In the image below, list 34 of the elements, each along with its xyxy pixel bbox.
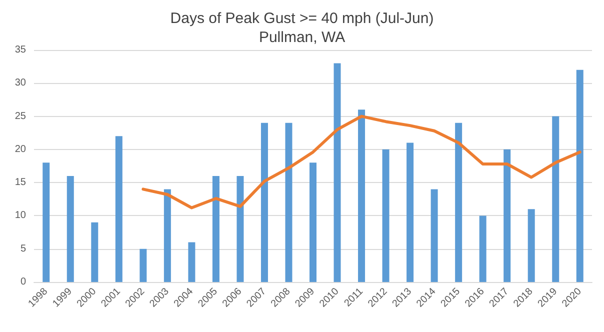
bar: [164, 189, 171, 282]
bar: [334, 63, 341, 282]
y-tick-label: 35: [14, 44, 26, 56]
bar: [358, 110, 366, 282]
chart-title: Days of Peak Gust >= 40 mph (Jul-Jun): [170, 10, 434, 27]
bar: [260, 122, 268, 282]
bar: [382, 149, 390, 282]
bar: [42, 162, 50, 282]
chart-subtitle: Pullman, WA: [258, 29, 346, 46]
y-tick-label: 5: [20, 243, 26, 254]
bar: [115, 136, 122, 282]
y-tick-label: 0: [20, 276, 26, 288]
bar: [66, 176, 74, 282]
bar: [455, 122, 462, 282]
bar: [479, 216, 486, 282]
bar: [406, 142, 414, 282]
bar: [504, 149, 511, 282]
y-tick-label: 10: [14, 210, 26, 222]
bar: [552, 116, 560, 282]
y-tick-label: 30: [14, 78, 26, 89]
bar: [91, 222, 98, 282]
y-tick-label: 20: [14, 144, 26, 155]
y-tick-label: 15: [14, 177, 26, 188]
bar: [576, 70, 584, 282]
bar: [188, 242, 196, 282]
bar: [310, 162, 316, 282]
bar: [528, 209, 535, 282]
bar: [140, 248, 147, 282]
line-series: [142, 114, 582, 210]
bar: [430, 189, 438, 282]
bar: [212, 176, 220, 282]
y-tick-label: 25: [14, 110, 26, 122]
bar: [285, 122, 292, 282]
bar: [236, 176, 244, 282]
